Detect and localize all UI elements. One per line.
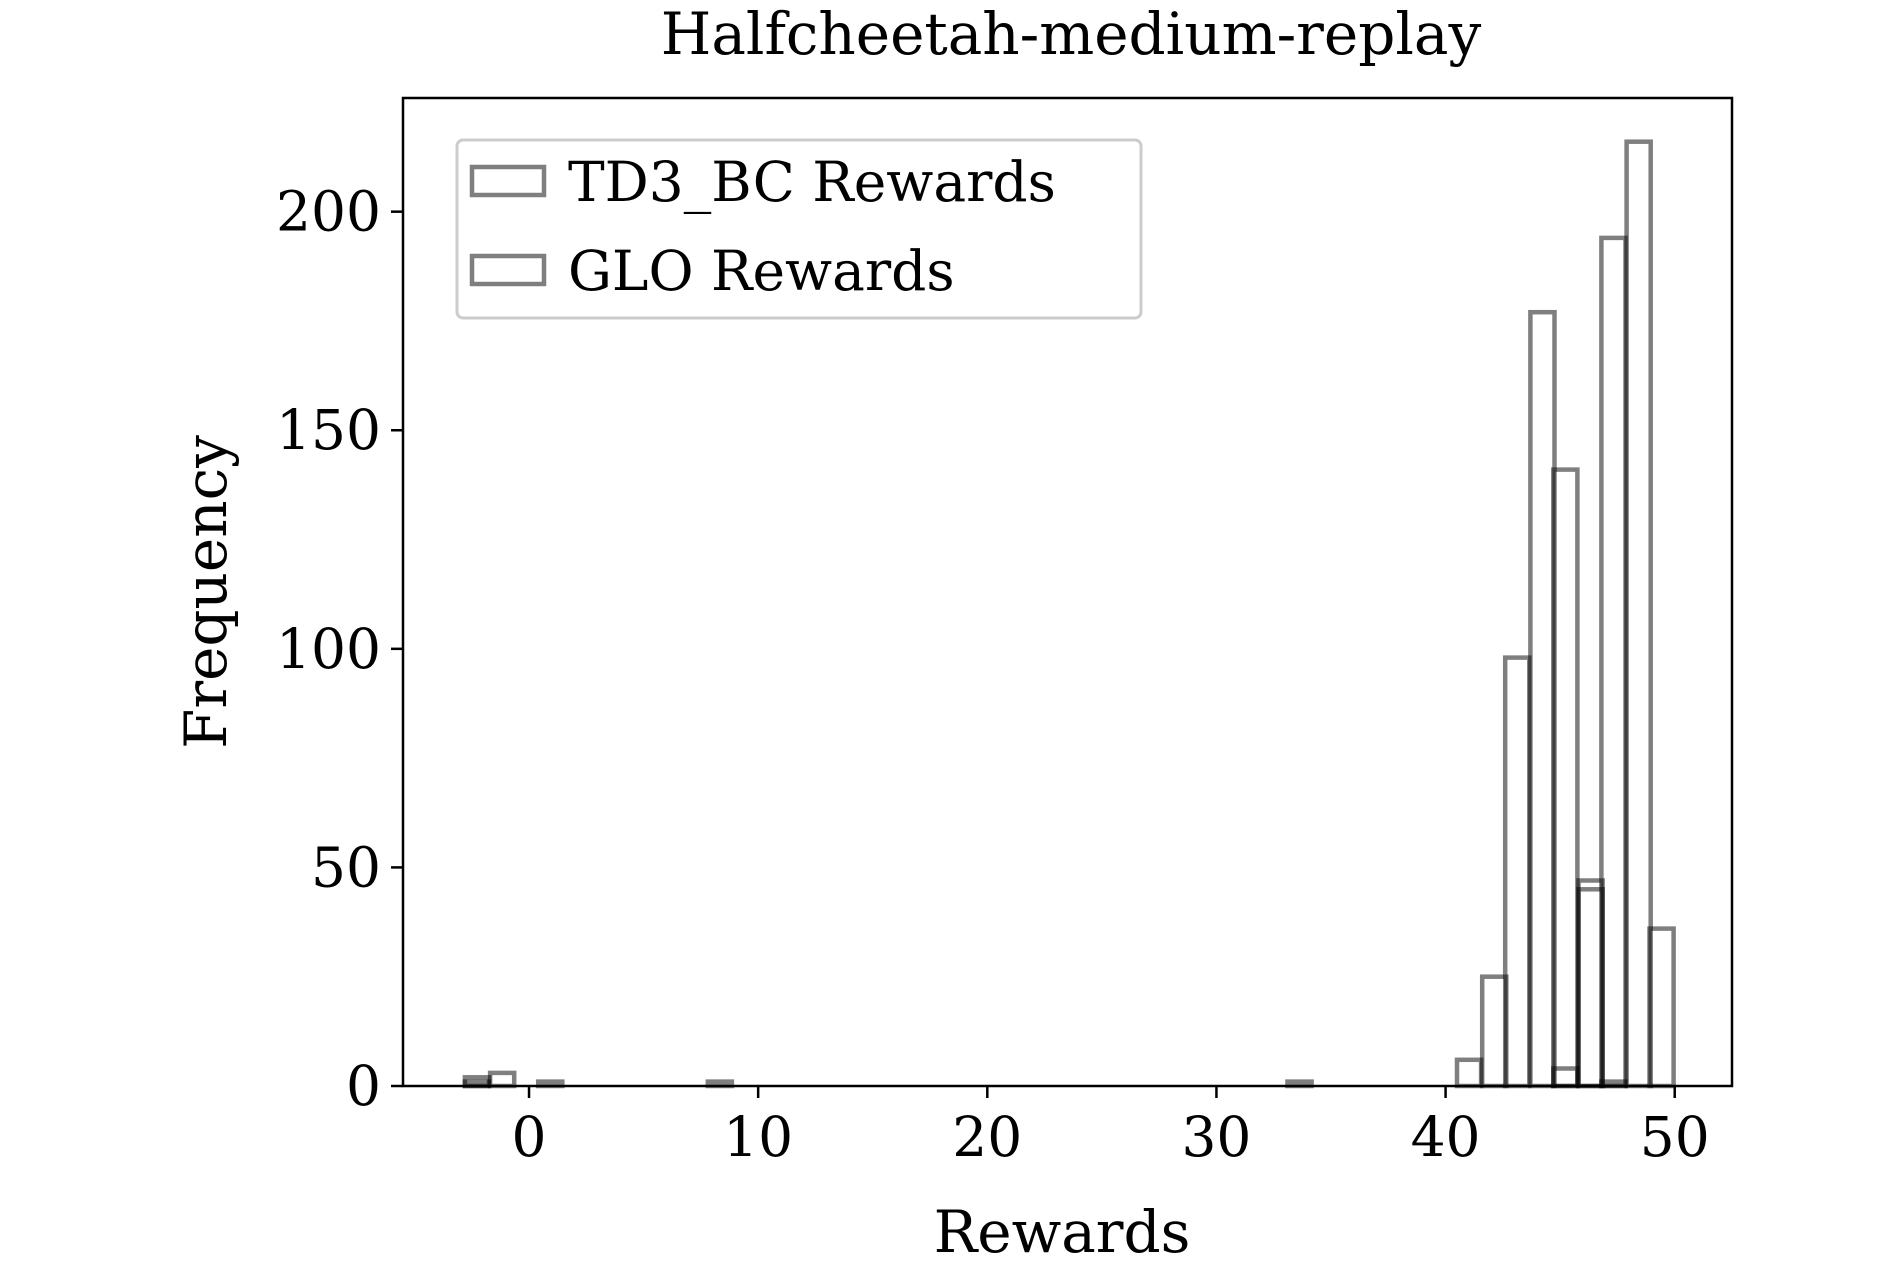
legend-swatch-td3-bc bbox=[469, 164, 547, 198]
bar-td3-bc-8 bbox=[1528, 309, 1557, 1089]
bar-td3-bc-10 bbox=[1576, 878, 1605, 1089]
bar-td3-bc-1 bbox=[487, 1070, 517, 1089]
x-tick-label: 50 bbox=[1640, 1105, 1710, 1169]
y-axis-label: Frequency bbox=[172, 435, 240, 749]
legend-label-glo: GLO Rewards bbox=[568, 239, 955, 303]
bar-td3-bc-6 bbox=[1479, 974, 1509, 1089]
y-tick-label: 0 bbox=[346, 1054, 381, 1118]
bar-glo-2 bbox=[1576, 887, 1605, 1089]
x-tick-label: 20 bbox=[952, 1105, 1022, 1169]
bar-td3-bc-12 bbox=[1624, 139, 1653, 1089]
y-tick-label: 200 bbox=[276, 180, 381, 244]
bar-td3-bc-13 bbox=[1647, 926, 1676, 1089]
bar-glo-1 bbox=[1551, 1066, 1580, 1089]
bar-td3-bc-9 bbox=[1551, 467, 1580, 1089]
legend-swatch-glo bbox=[469, 253, 547, 287]
x-tick-label: 40 bbox=[1411, 1105, 1481, 1169]
bar-td3-bc-7 bbox=[1502, 655, 1532, 1089]
x-axis-label: Rewards bbox=[934, 1198, 1191, 1266]
y-tick-label: 50 bbox=[311, 835, 381, 899]
x-tick-label: 0 bbox=[512, 1105, 547, 1169]
legend-label-td3-bc: TD3_BC Rewards bbox=[568, 150, 1056, 214]
y-axis-ticks: 0 50 100 150 200 bbox=[276, 180, 403, 1118]
legend-frame bbox=[455, 138, 1143, 320]
plot-area-frame bbox=[401, 96, 1734, 1088]
bar-td3-bc-5 bbox=[1454, 1057, 1484, 1089]
legend: TD3_BC Rewards GLO Rewards bbox=[455, 138, 1143, 320]
x-tick-label: 30 bbox=[1181, 1105, 1251, 1169]
x-tick-label: 10 bbox=[723, 1105, 793, 1169]
histogram-bars bbox=[462, 139, 1676, 1089]
y-tick-label: 150 bbox=[276, 398, 381, 462]
x-axis-ticks: 0 10 20 30 40 50 bbox=[512, 1086, 1710, 1169]
y-tick-label: 100 bbox=[276, 617, 381, 681]
chart-title: Halfcheetah-medium-replay bbox=[661, 0, 1482, 68]
bar-td3-bc-11 bbox=[1599, 235, 1628, 1089]
